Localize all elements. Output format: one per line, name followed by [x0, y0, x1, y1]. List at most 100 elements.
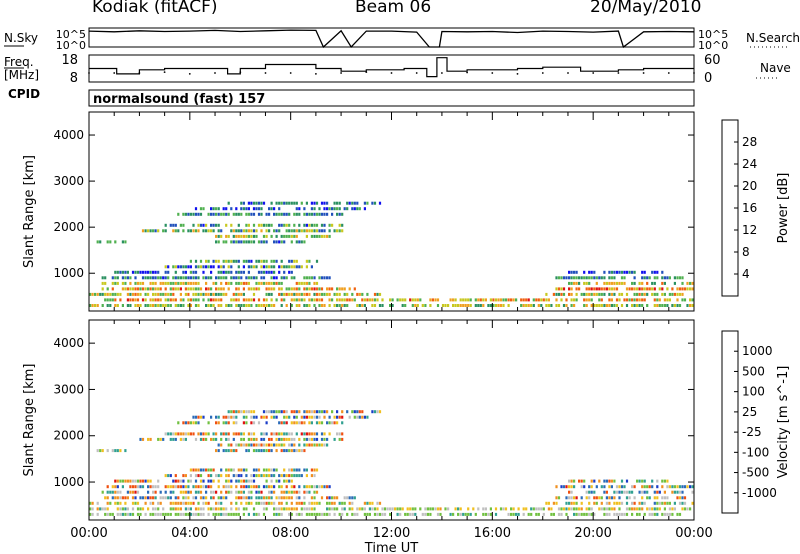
- scatter-cell: [197, 304, 200, 307]
- scatter-cell: [290, 432, 293, 436]
- scatter-cell: [288, 292, 291, 296]
- scatter-cell: [315, 468, 319, 472]
- scatter-cell: [109, 512, 112, 516]
- scatter-cell: [154, 507, 157, 511]
- scatter-cell: [260, 207, 263, 211]
- scatter-cell: [588, 501, 591, 505]
- scatter-cell: [222, 292, 225, 296]
- scatter-cell: [144, 270, 147, 274]
- scatter-cell: [235, 410, 238, 414]
- scatter-cell: [220, 265, 223, 269]
- scatter-cell: [588, 490, 591, 494]
- scatter-cell: [689, 287, 692, 291]
- scatter-cell: [164, 287, 167, 291]
- scatter-cell: [525, 298, 528, 302]
- scatter-cell: [303, 304, 306, 307]
- scatter-cell: [167, 496, 170, 500]
- scatter-cell: [346, 207, 349, 211]
- scatter-cell: [167, 512, 170, 516]
- scatter-cell: [270, 468, 273, 472]
- scatter-cell: [328, 207, 331, 211]
- scatter-cell: [308, 501, 311, 505]
- scatter-cell: [318, 276, 321, 280]
- scatter-cell: [462, 304, 465, 307]
- scatter-cell: [210, 304, 213, 307]
- scatter-cell: [336, 201, 339, 205]
- scatter-cell: [197, 281, 200, 285]
- scatter-cell: [247, 234, 250, 238]
- scatter-cell: [467, 304, 470, 307]
- scatter-cell: [656, 512, 659, 516]
- scatter-cell: [202, 270, 205, 274]
- scatter-cell: [605, 287, 608, 291]
- scatter-cell: [114, 479, 117, 483]
- scatter-cell: [646, 507, 649, 511]
- scatter-cell: [326, 421, 329, 425]
- scatter-cell: [575, 298, 578, 302]
- scatter-cell: [252, 443, 256, 447]
- scatter-cell: [320, 276, 324, 280]
- scatter-cell: [187, 501, 190, 505]
- scatter-cell: [300, 201, 303, 205]
- nave-point: [516, 73, 519, 75]
- scatter-cell: [310, 410, 313, 414]
- scatter-cell: [320, 437, 324, 441]
- scatter-cell: [192, 432, 195, 436]
- scatter-cell: [444, 507, 447, 511]
- scatter-cell: [154, 276, 157, 280]
- scatter-cell: [270, 410, 273, 414]
- scatter-cell: [222, 212, 225, 216]
- scatter-cell: [618, 512, 621, 516]
- scatter-cell: [255, 449, 258, 453]
- scatter-cell: [273, 415, 276, 419]
- scatter-cell: [373, 410, 377, 414]
- scatter-cell: [147, 270, 150, 274]
- scatter-cell: [391, 298, 394, 302]
- scatter-cell: [217, 265, 220, 269]
- scatter-cell: [278, 437, 281, 441]
- scatter-cell: [598, 287, 601, 291]
- scatter-cell: [94, 292, 97, 296]
- scatter-cell: [336, 298, 339, 302]
- scatter-cell: [255, 276, 258, 280]
- scatter-cell: [371, 507, 374, 511]
- scatter-cell: [152, 281, 155, 285]
- scatter-cell: [363, 298, 366, 302]
- scatter-cell: [141, 437, 145, 441]
- scatter-cell: [265, 240, 268, 244]
- scatter-cell: [220, 432, 223, 436]
- scatter-cell: [429, 298, 432, 302]
- scatter-cell: [293, 468, 296, 472]
- scatter-cell: [129, 512, 132, 516]
- scatter-cell: [434, 298, 437, 302]
- scatter-cell: [676, 304, 679, 307]
- scatter-cell: [242, 421, 245, 425]
- scatter-cell: [550, 507, 553, 511]
- scatter-cell: [671, 512, 674, 516]
- scatter-cell: [653, 512, 656, 516]
- scatter-cell: [273, 259, 276, 263]
- scatter-cell: [678, 304, 682, 307]
- scatter-cell: [131, 501, 135, 505]
- scatter-cell: [189, 490, 192, 494]
- scatter-cell: [232, 292, 235, 296]
- scatter-cell: [641, 270, 644, 274]
- scatter-cell: [262, 449, 266, 453]
- scatter-cell: [237, 240, 240, 244]
- colorbar-frame: [721, 330, 739, 514]
- scatter-cell: [310, 496, 313, 500]
- scatter-cell: [222, 421, 225, 425]
- scatter-cell: [590, 490, 593, 494]
- scatter-cell: [273, 265, 276, 269]
- scatter-cell: [295, 415, 298, 419]
- scatter-cell: [288, 287, 291, 291]
- scatter-cell: [257, 259, 261, 263]
- scatter-cell: [288, 437, 291, 441]
- scatter-cell: [489, 512, 492, 516]
- scatter-cell: [288, 212, 291, 216]
- scatter-cell: [288, 229, 291, 233]
- scatter-cell: [174, 501, 177, 505]
- scatter-cell: [194, 207, 198, 211]
- scatter-cell: [104, 298, 107, 302]
- scatter-cell: [240, 234, 243, 238]
